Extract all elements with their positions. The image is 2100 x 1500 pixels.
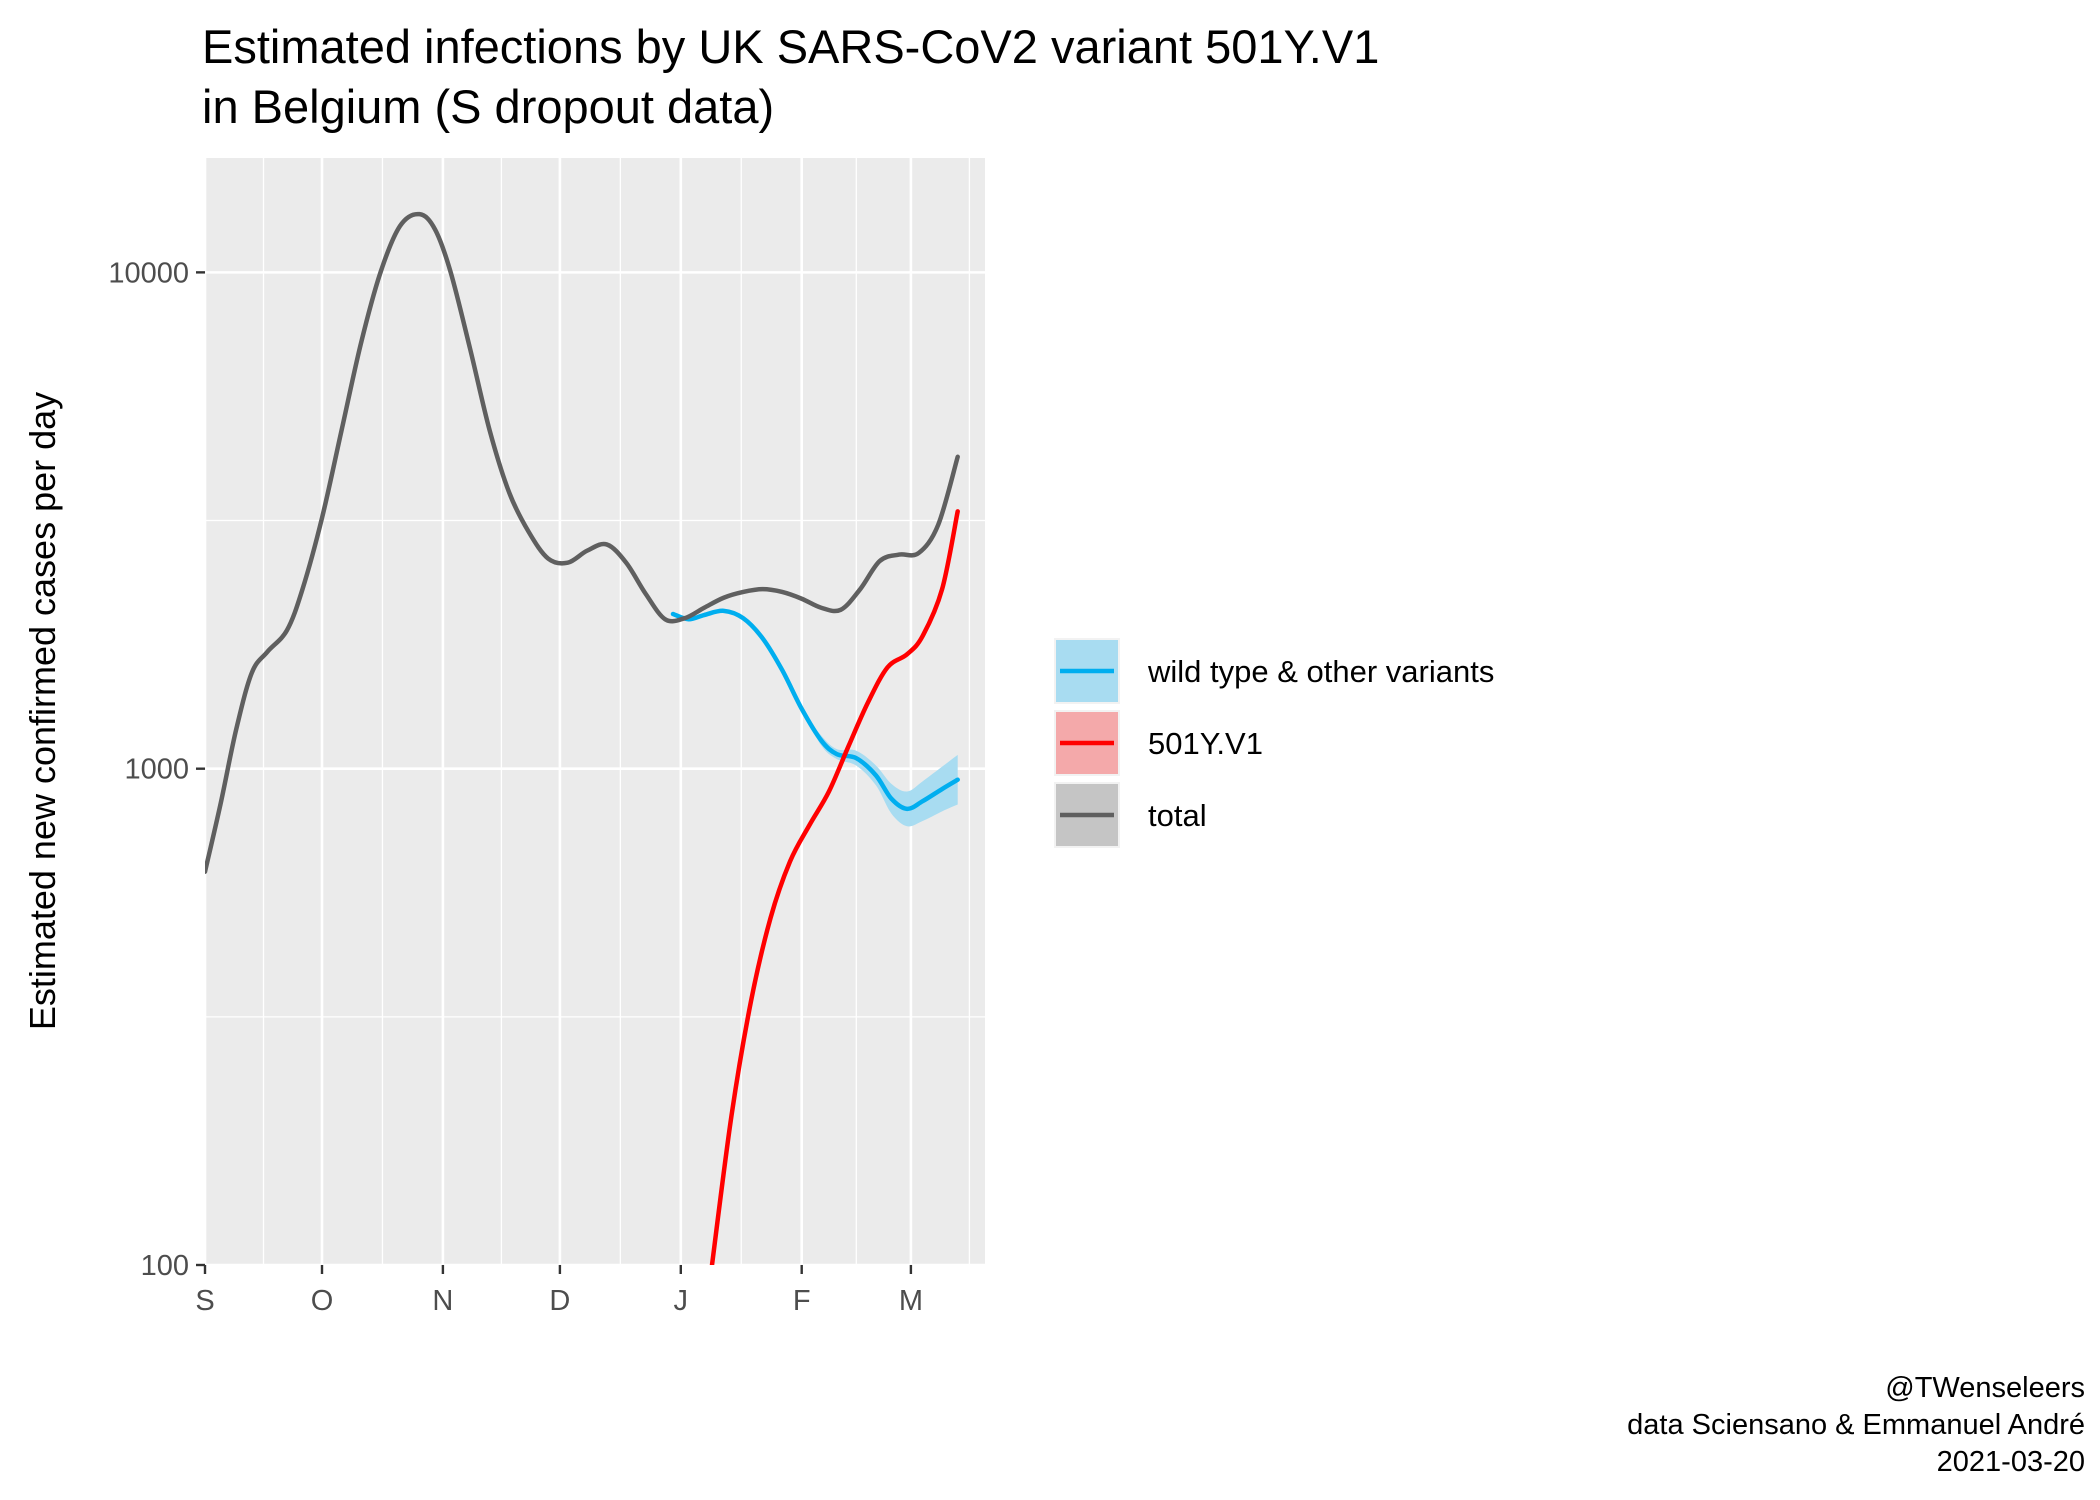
caption-line-3: 2021-03-20 (1937, 1446, 2085, 1478)
series-line-501y-v1 (709, 509, 960, 1265)
series-lines (205, 211, 960, 1265)
x-tick-label: F (793, 1285, 811, 1317)
series-line-wild-type-other-variants (670, 608, 960, 812)
plot-panel (205, 158, 985, 1265)
y-tick-label: 1000 (124, 754, 189, 786)
chart-subtitle: in Belgium (S dropout data) (202, 80, 774, 133)
caption-line-1: @TWenseleers (1885, 1372, 2085, 1404)
confidence-ribbons (673, 610, 958, 827)
x-tick-label: M (899, 1285, 923, 1317)
y-axis-title: Estimated new confirmed cases per day (22, 392, 63, 1030)
ribbon-wild-type-other-variants (673, 610, 958, 827)
x-tick-label: D (549, 1285, 570, 1317)
x-tick-label: N (432, 1285, 453, 1317)
x-tick-label: O (311, 1285, 334, 1317)
legend: wild type & other variants 501Y.V1 total (1054, 638, 1494, 848)
legend-label: wild type & other variants (1147, 654, 1494, 689)
legend-label: total (1148, 798, 1207, 833)
caption-line-2: data Sciensano & Emmanuel André (1627, 1409, 2085, 1441)
y-tick-label: 10000 (108, 257, 189, 289)
chart-title: Estimated infections by UK SARS-CoV2 var… (202, 20, 1379, 73)
y-tick-label: 100 (141, 1250, 189, 1282)
y-axis: 100 1000 10000 (108, 257, 205, 1282)
legend-label: 501Y.V1 (1148, 726, 1263, 761)
x-tick-label: J (674, 1285, 689, 1317)
series-line-total (205, 211, 960, 874)
grid-minor (205, 158, 985, 1265)
x-tick-label: S (195, 1285, 214, 1317)
